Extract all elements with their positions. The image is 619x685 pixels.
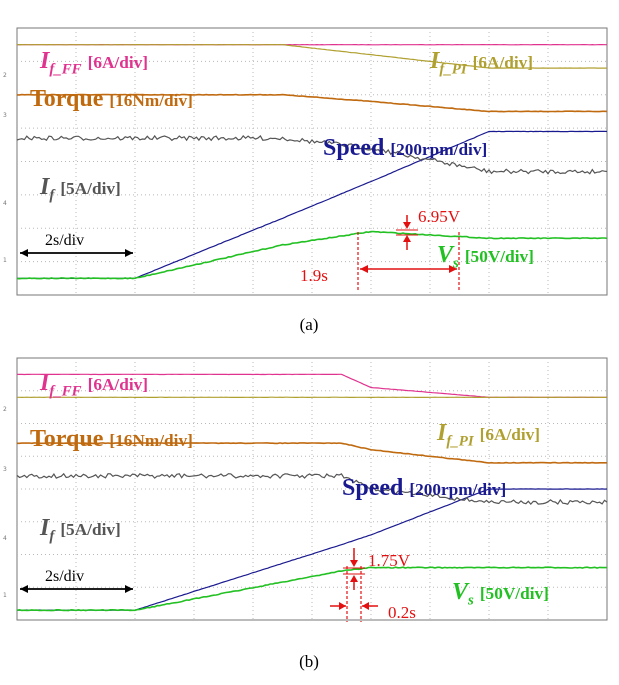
- label-scale: [200rpm/div]: [409, 480, 506, 499]
- label-scale: [6A/div]: [480, 425, 540, 444]
- interval-arrowhead-left: [339, 602, 346, 610]
- label-speed: Speed [200rpm/div]: [342, 475, 506, 501]
- label-subscript: s: [467, 592, 474, 608]
- label-if: If [5A/div]: [39, 174, 121, 203]
- label-if-pi: If_PI [6A/div]: [436, 420, 540, 449]
- label-symbol: I: [436, 420, 448, 446]
- panel-caption: (a): [300, 315, 319, 334]
- label-torque: Torque [16Nm/div]: [30, 86, 193, 112]
- label-subscript: f_FF: [49, 383, 81, 399]
- interval-arrowhead-right: [449, 265, 457, 273]
- channel-ground-marker: 1: [3, 592, 7, 599]
- interval-arrowhead-left: [360, 265, 368, 273]
- time-div-arrowhead-left: [20, 249, 28, 257]
- trace-torque: [17, 442, 607, 464]
- label-symbol: V: [452, 579, 470, 605]
- label-scale: [5A/div]: [60, 520, 120, 539]
- channel-ground-marker: 3: [3, 112, 7, 119]
- label-subscript: s: [452, 255, 459, 271]
- ripple-value: 1.75V: [368, 551, 411, 570]
- scope-panel-b: 2 3 4 1 If_FF [6A/div] If_PI [6A/div] Torque [16N…: [3, 357, 608, 671]
- label-symbol: I: [39, 515, 51, 541]
- label-scale: [6A/div]: [88, 375, 148, 394]
- ripple-arrowhead-top: [403, 222, 411, 229]
- label-scale: [6A/div]: [473, 53, 533, 72]
- trace-torque: [17, 93, 608, 113]
- label-name: Speed: [323, 135, 385, 161]
- label-symbol: V: [437, 242, 455, 268]
- time-div-arrowhead-right: [125, 249, 133, 257]
- panel-caption: (b): [299, 652, 319, 671]
- label-symbol: I: [39, 174, 51, 200]
- interval-value: 0.2s: [388, 603, 416, 622]
- label-subscript: f_PI: [439, 61, 467, 77]
- ripple-arrowhead-bottom: [403, 235, 411, 242]
- label-scale: [50V/div]: [480, 584, 549, 603]
- trace-vs: [16, 566, 607, 612]
- ripple-arrowhead-bottom: [350, 575, 358, 582]
- time-div-arrowhead-right: [125, 585, 133, 593]
- label-symbol: I: [39, 370, 51, 396]
- label-if-pi: If_PI [6A/div]: [429, 48, 533, 77]
- channel-ground-marker: 1: [3, 257, 7, 264]
- interval-arrowhead-right: [362, 602, 369, 610]
- channel-ground-marker: 2: [3, 72, 7, 79]
- interval-value: 1.9s: [300, 266, 328, 285]
- label-subscript: f: [49, 528, 56, 544]
- channel-ground-marker: 4: [3, 200, 7, 207]
- channel-ground-marker: 4: [3, 535, 7, 542]
- label-scale: [200rpm/div]: [390, 140, 487, 159]
- trace-if-pi: [17, 43, 607, 69]
- channel-ground-marker: 2: [3, 406, 7, 413]
- label-if-ff: If_FF [6A/div]: [39, 48, 148, 77]
- label-symbol: I: [429, 48, 441, 74]
- time-div-arrowhead-left: [20, 585, 28, 593]
- trace-if: [16, 472, 608, 505]
- label-speed: Speed [200rpm/div]: [323, 135, 487, 161]
- label-scale: [6A/div]: [88, 53, 148, 72]
- label-name: Torque: [30, 86, 104, 112]
- label-scale: [16Nm/div]: [109, 91, 192, 110]
- label-scale: [5A/div]: [60, 179, 120, 198]
- label-subscript: f: [49, 187, 56, 203]
- trace-vs: [16, 230, 608, 280]
- label-if-ff: If_FF [6A/div]: [39, 370, 148, 399]
- label-scale: [16Nm/div]: [109, 431, 192, 450]
- scope-panel-a: 2 3 4 1 If_FF [6A/div] If_PI [6A/div] Torque [16N…: [3, 27, 608, 334]
- time-div-label: 2s/div: [45, 232, 84, 249]
- label-if: If [5A/div]: [39, 515, 121, 544]
- label-symbol: I: [39, 48, 51, 74]
- label-name: Torque: [30, 426, 104, 452]
- ripple-arrowhead-top: [350, 560, 358, 567]
- label-vs: Vs [50V/div]: [452, 579, 549, 608]
- label-name: Speed: [342, 475, 404, 501]
- label-torque: Torque [16Nm/div]: [30, 426, 193, 452]
- trace-if: [16, 134, 608, 175]
- label-subscript: f_PI: [446, 433, 474, 449]
- channel-ground-marker: 3: [3, 466, 7, 473]
- time-div-label: 2s/div: [45, 568, 84, 585]
- label-vs: Vs [50V/div]: [437, 242, 534, 271]
- ripple-value: 6.95V: [418, 207, 461, 226]
- label-subscript: f_FF: [49, 61, 81, 77]
- label-scale: [50V/div]: [465, 247, 534, 266]
